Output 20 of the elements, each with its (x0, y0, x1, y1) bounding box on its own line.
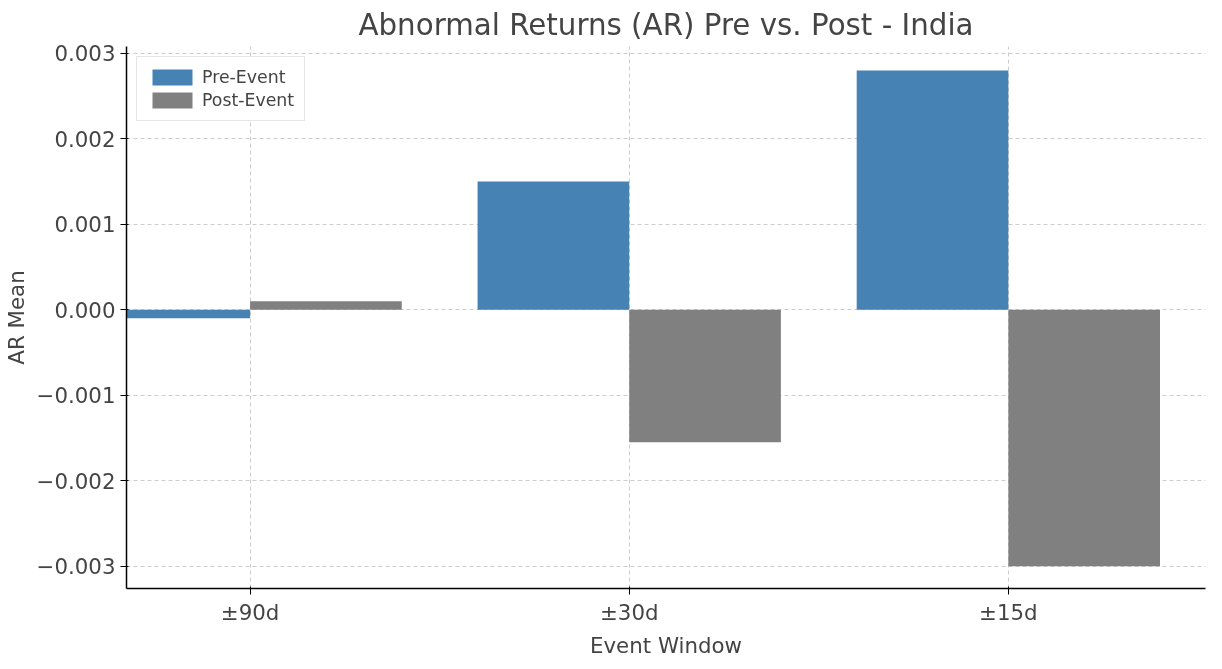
y-tick-label: 0.002 (54, 126, 116, 152)
legend-label: Post-Event (202, 90, 295, 110)
y-tick-label: −0.002 (36, 468, 116, 494)
legend-label: Pre-Event (202, 67, 286, 87)
y-tick-label: 0.003 (54, 41, 116, 67)
x-tick-label: ±15d (979, 599, 1038, 625)
chart-title: Abnormal Returns (AR) Pre vs. Post - India (358, 7, 974, 42)
bar (629, 309, 781, 443)
bar (856, 70, 1009, 310)
x-tick-label: ±30d (599, 599, 659, 625)
bar (477, 181, 630, 310)
bar (1008, 309, 1160, 567)
y-tick-label: 0.001 (54, 212, 116, 238)
y-tick-label: −0.003 (36, 554, 116, 580)
x-tick-label: ±90d (220, 599, 280, 625)
y-tick-label: −0.001 (36, 383, 116, 409)
x-axis-title: Event Window (590, 632, 742, 658)
y-tick-label: 0.000 (54, 297, 116, 323)
bar (250, 301, 402, 310)
y-axis-title: AR Mean (3, 270, 29, 365)
